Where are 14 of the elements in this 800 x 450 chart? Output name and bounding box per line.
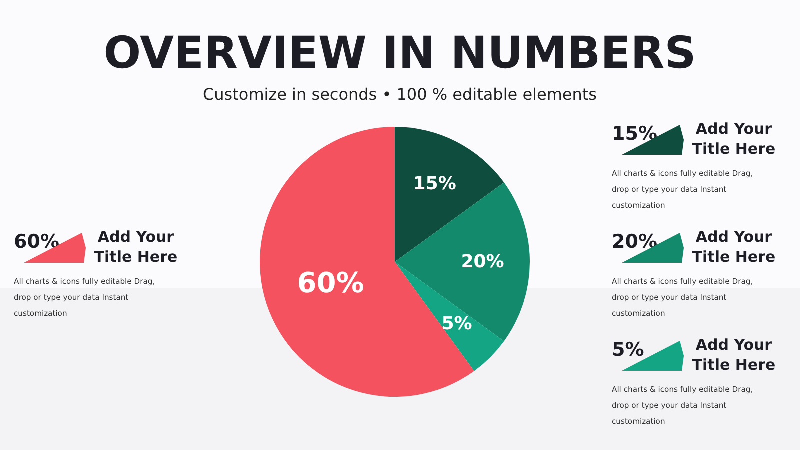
chart-subtitle: Customize in seconds • 100 % editable elements bbox=[202, 85, 598, 104]
legend-label: Add Your Title Here bbox=[692, 228, 776, 266]
text: 60% bbox=[14, 231, 60, 253]
text: 20% bbox=[612, 231, 658, 253]
chart-title: OVERVIEW IN NUMBERS bbox=[104, 28, 696, 79]
text: 5% bbox=[612, 339, 644, 361]
legend-label: Add Your Title Here bbox=[692, 336, 776, 374]
legend-label: Add Your Title Here bbox=[692, 120, 776, 158]
data-label: 20% bbox=[461, 252, 504, 272]
text: 15% bbox=[612, 123, 658, 145]
legend-label: Add Your Title Here bbox=[94, 228, 178, 266]
data-label: 5% bbox=[442, 314, 472, 335]
data-label: 15% bbox=[413, 173, 456, 194]
data-label: 60% bbox=[297, 266, 364, 300]
